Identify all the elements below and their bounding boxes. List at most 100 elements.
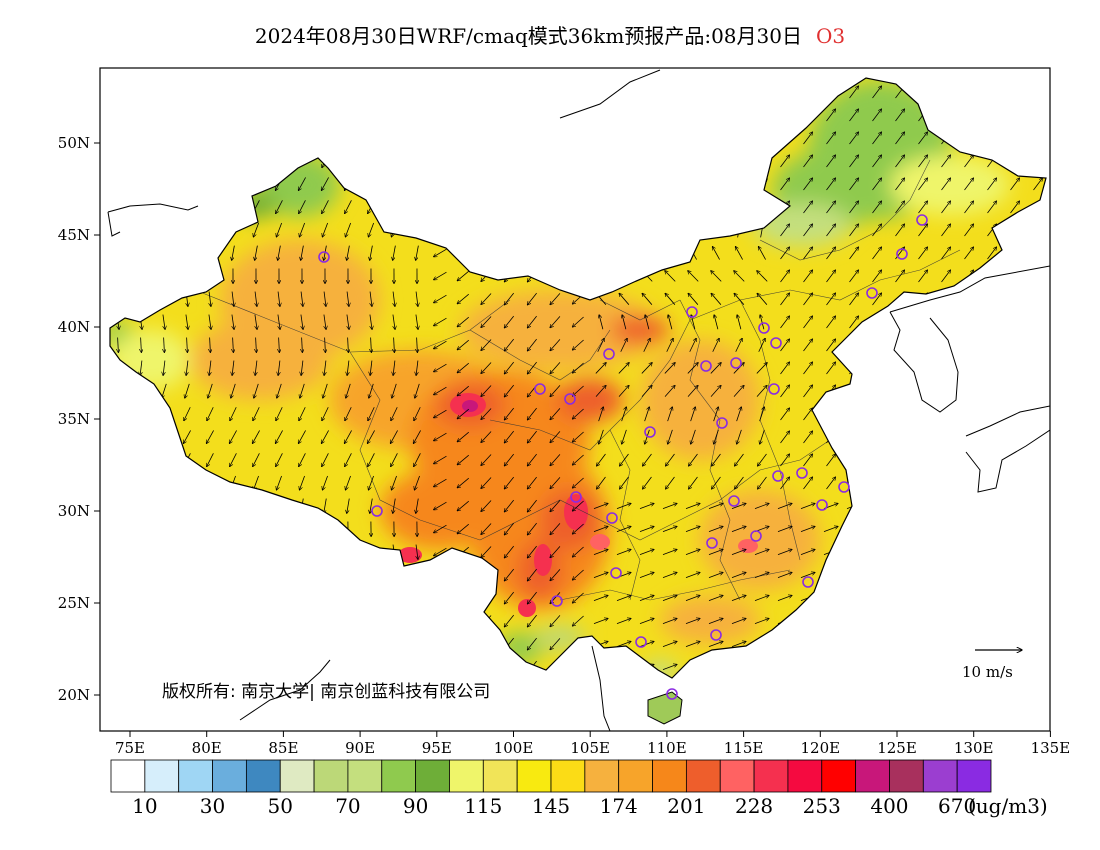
- wind-arrow: [777, 595, 792, 602]
- wind-arrow: [527, 407, 537, 420]
- wind-arrow: [642, 293, 653, 305]
- neighbor-coastlines: [107, 69, 1050, 731]
- wind-arrow: [371, 337, 372, 353]
- wind-arrow: [826, 339, 836, 352]
- wind-arrow: [872, 132, 882, 145]
- wind-arrow: [434, 455, 447, 464]
- wind-arrow: [185, 314, 188, 330]
- wind-arrow: [434, 294, 447, 303]
- wind-arrow: [619, 293, 630, 305]
- wind-arrow: [368, 475, 374, 490]
- wind-arrow: [254, 383, 259, 398]
- wind-arrow: [731, 503, 746, 510]
- wind-arrow: [872, 178, 882, 191]
- wind-arrow: [230, 407, 237, 421]
- wind-arrow: [645, 429, 650, 444]
- station-marker: [716, 417, 728, 429]
- wind-arrow: [803, 201, 813, 214]
- wind-arrow: [639, 503, 654, 510]
- lon-tick-label: 120E: [801, 739, 841, 757]
- wind-arrow: [599, 315, 604, 330]
- wind-arrow: [688, 271, 699, 282]
- wind-arrow: [803, 477, 813, 490]
- wind-arrow: [662, 595, 677, 602]
- wind-arrow: [527, 476, 537, 489]
- wind-arrow: [299, 222, 306, 237]
- wind-arrow: [731, 526, 746, 533]
- wind-arrow: [708, 641, 723, 648]
- wind-arrow: [368, 453, 375, 466]
- wind-arrow: [393, 291, 395, 307]
- lat-tick-label: 35N: [58, 410, 90, 428]
- colorbar-swatch: [245, 759, 281, 793]
- wind-arrow: [803, 293, 813, 306]
- colorbar-swatch: [889, 759, 924, 793]
- wind-arrow: [803, 454, 813, 467]
- wind-arrow: [253, 222, 260, 237]
- wind-arrow: [918, 201, 928, 214]
- station-marker: [750, 530, 762, 542]
- wind-arrow: [668, 315, 673, 330]
- wind-arrow: [254, 314, 257, 330]
- wind-arrow: [391, 475, 397, 490]
- wind-arrow: [666, 338, 674, 352]
- wind-arrow: [527, 545, 537, 558]
- wind-arrow: [918, 224, 928, 237]
- wind-arrow: [322, 475, 328, 490]
- colorbar-label: 50: [268, 794, 293, 818]
- wind-arrow: [370, 245, 373, 261]
- wind-arrow: [527, 568, 537, 581]
- title-pollutant: O3: [815, 24, 846, 48]
- wind-arrow: [504, 453, 514, 466]
- wind-arrow: [434, 432, 447, 441]
- wind-arrow: [777, 549, 792, 556]
- wind-arrow: [849, 270, 859, 283]
- wind-arrow: [255, 360, 257, 376]
- colorbar-label: 115: [464, 794, 502, 818]
- wind-arrow: [504, 361, 514, 374]
- wind-arrow: [394, 337, 395, 353]
- wind-arrow: [735, 246, 743, 260]
- wind-arrow: [964, 224, 974, 237]
- wind-arrow: [687, 385, 698, 397]
- lon-tick-label: 100E: [494, 739, 534, 757]
- wind-arrow: [708, 595, 723, 602]
- wind-arrow: [895, 224, 905, 237]
- wind-arrow: [687, 363, 698, 374]
- wind-arrow: [618, 385, 629, 397]
- wind-arrow: [206, 430, 214, 443]
- wind-arrow: [895, 109, 905, 122]
- wind-arrow: [550, 293, 561, 304]
- wind-arrow: [708, 618, 723, 625]
- wind-arrow: [253, 475, 259, 490]
- wind-arrow: [800, 549, 815, 556]
- wind-arrow: [1033, 178, 1043, 191]
- wind-arrow: [504, 545, 514, 558]
- wind-arrow: [414, 407, 421, 421]
- colorbar-swatch: [855, 759, 890, 793]
- wind-arrow: [685, 503, 700, 510]
- wind-arrow: [964, 178, 974, 191]
- wind-arrow: [393, 245, 396, 261]
- colorbar-swatch: [550, 759, 586, 793]
- map-title: 2024年08月30日WRF/cmaq模式36km预报产品:08月30日 O3: [0, 20, 1100, 49]
- wind-arrow: [757, 271, 768, 282]
- wind-arrow: [457, 270, 470, 281]
- wind-arrow: [734, 293, 745, 305]
- wind-arrow: [323, 383, 328, 398]
- wind-arrow: [595, 385, 606, 397]
- wind-arrow: [735, 476, 744, 489]
- wind-arrow: [504, 407, 514, 420]
- wind-arrow: [895, 178, 905, 191]
- wind-arrow: [710, 363, 721, 374]
- wind-arrow: [849, 109, 859, 122]
- wind-arrow: [391, 407, 398, 421]
- wind-arrow: [941, 270, 951, 283]
- lon-tick-label: 95E: [422, 739, 452, 757]
- wind-arrow: [209, 291, 211, 307]
- wind-arrow: [527, 591, 537, 604]
- wind-arrow: [276, 407, 283, 421]
- wind-arrow: [736, 407, 742, 422]
- wind-arrow: [731, 641, 746, 648]
- wind-arrow: [434, 248, 447, 257]
